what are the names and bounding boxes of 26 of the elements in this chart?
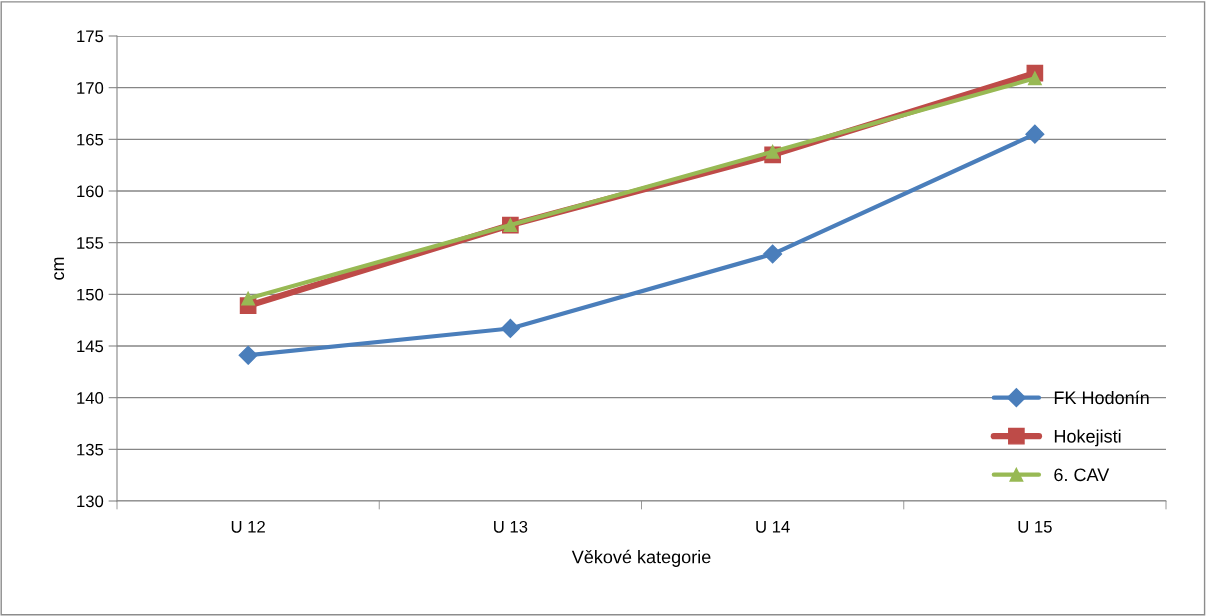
x-tick-label: U 12 xyxy=(231,520,265,533)
x-tick-label: U 13 xyxy=(494,520,528,533)
point xyxy=(1027,71,1042,86)
x-axis-title: Věkové kategorie xyxy=(571,549,711,567)
point xyxy=(238,345,258,365)
y-axis-title: cm xyxy=(54,257,65,280)
x-tick-label: U 14 xyxy=(756,521,790,533)
y-tick-label: 155 xyxy=(77,237,104,249)
legend-label: FK Hodonín xyxy=(1054,390,1149,405)
point xyxy=(1025,124,1045,144)
y-tick-label: 130 xyxy=(77,495,104,508)
legend-label: 6. CAV xyxy=(1054,468,1110,482)
y-tick-label: 140 xyxy=(77,392,104,404)
y-tick-label: 145 xyxy=(77,340,104,353)
legend-label: Hokejisti xyxy=(1054,429,1121,447)
y-tick-label: 170 xyxy=(77,82,104,94)
x-tick-label: U 15 xyxy=(1018,521,1052,533)
y-tick-label: 135 xyxy=(77,443,104,456)
point xyxy=(765,144,780,159)
y-tick-label: 150 xyxy=(77,288,104,301)
y-tick-label: 165 xyxy=(77,133,104,146)
y-tick-label: 175 xyxy=(77,30,104,43)
point xyxy=(241,291,256,306)
point xyxy=(763,244,783,264)
point xyxy=(500,318,520,338)
y-tick-label: 160 xyxy=(77,185,104,198)
